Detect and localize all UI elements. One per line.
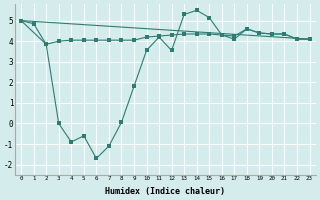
X-axis label: Humidex (Indice chaleur): Humidex (Indice chaleur): [105, 187, 225, 196]
